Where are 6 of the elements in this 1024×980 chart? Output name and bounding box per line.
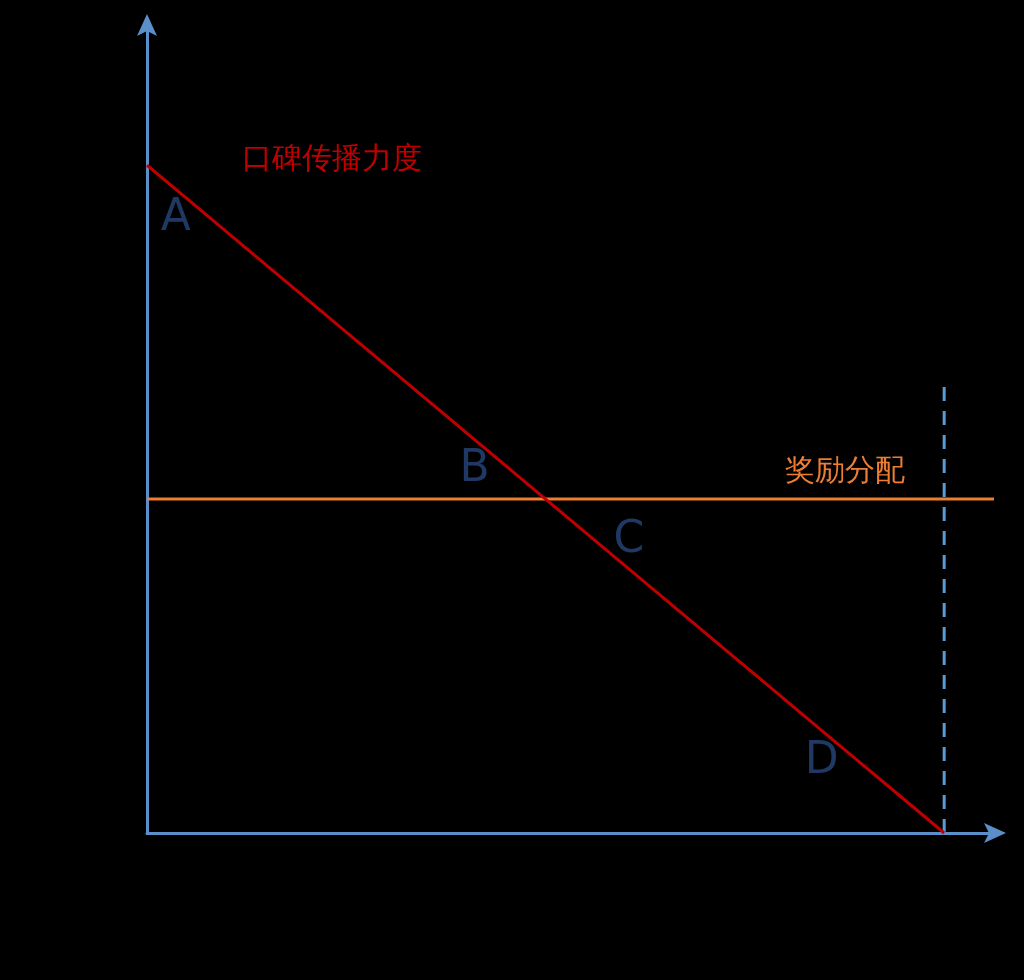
annotation: B <box>459 439 490 491</box>
series-label: 口碑传播力度 <box>242 139 422 175</box>
annotation: C <box>613 511 645 563</box>
annotation: A <box>160 189 191 241</box>
annotation: D <box>804 732 839 784</box>
series-label: 奖励分配 <box>784 451 905 487</box>
